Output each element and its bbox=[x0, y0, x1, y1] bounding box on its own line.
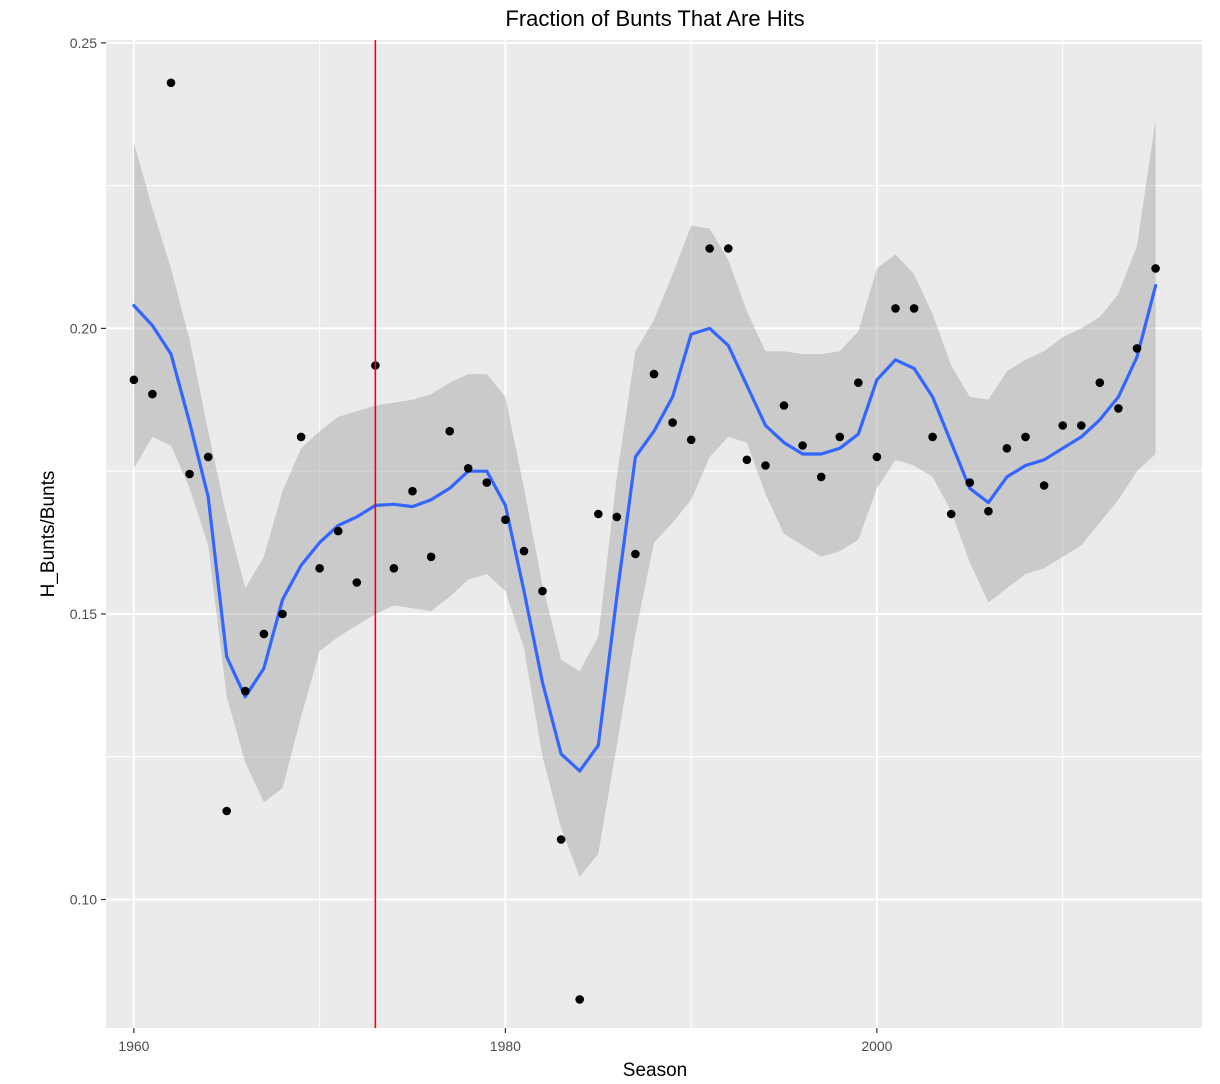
x-tick-label: 1980 bbox=[490, 1038, 521, 1054]
data-point bbox=[594, 509, 603, 519]
data-point bbox=[854, 378, 863, 388]
data-point bbox=[166, 78, 176, 88]
data-point bbox=[278, 609, 287, 619]
data-point bbox=[445, 426, 455, 436]
data-point bbox=[148, 389, 157, 399]
data-point bbox=[1077, 421, 1086, 430]
data-point bbox=[835, 432, 845, 442]
data-point bbox=[1039, 481, 1049, 490]
y-tick-label: 0.10 bbox=[70, 892, 97, 908]
confidence-band-layer bbox=[133, 120, 1156, 877]
data-point bbox=[816, 472, 826, 482]
data-point bbox=[1095, 378, 1105, 388]
data-point bbox=[296, 432, 306, 442]
data-point bbox=[1002, 444, 1012, 453]
data-point bbox=[185, 469, 194, 479]
y-tick-label: 0.15 bbox=[70, 606, 97, 622]
data-point bbox=[259, 629, 269, 639]
chart-title: Fraction of Bunts That Are Hits bbox=[505, 6, 804, 31]
data-point bbox=[203, 452, 213, 462]
x-axis-title: Season bbox=[623, 1060, 687, 1081]
grid-lines bbox=[106, 40, 1202, 1028]
data-point bbox=[779, 401, 789, 410]
data-point bbox=[408, 486, 417, 496]
data-point bbox=[984, 506, 993, 516]
y-axis-title: H_Bunts/Bunts bbox=[38, 471, 59, 598]
data-point bbox=[222, 806, 231, 816]
confidence-band bbox=[133, 120, 1156, 877]
data-point bbox=[761, 461, 770, 470]
data-point bbox=[463, 464, 473, 473]
data-point bbox=[556, 835, 566, 844]
data-point bbox=[129, 375, 139, 385]
data-point bbox=[891, 304, 900, 313]
data-point bbox=[1114, 404, 1123, 413]
smooth-line-layer bbox=[132, 284, 1158, 773]
data-point bbox=[426, 552, 436, 562]
data-point bbox=[352, 578, 362, 587]
data-point bbox=[538, 586, 547, 596]
data-point bbox=[965, 478, 975, 487]
data-point bbox=[575, 995, 584, 1004]
y-axis-ticks: 0.10 0.15 0.20 0.25 bbox=[70, 35, 106, 908]
data-point bbox=[705, 244, 714, 253]
data-point bbox=[519, 546, 529, 556]
data-point bbox=[649, 369, 659, 379]
smooth-line bbox=[132, 284, 1158, 773]
data-point bbox=[668, 418, 677, 427]
data-point bbox=[928, 432, 937, 442]
data-point bbox=[333, 526, 343, 536]
data-point bbox=[686, 435, 696, 445]
data-point bbox=[1132, 344, 1142, 353]
data-point bbox=[798, 441, 807, 450]
data-point bbox=[872, 452, 882, 462]
y-tick-label: 0.20 bbox=[70, 320, 97, 336]
points-layer bbox=[129, 78, 1160, 1004]
data-point bbox=[1021, 432, 1030, 442]
data-point bbox=[742, 455, 752, 465]
data-point bbox=[1151, 264, 1160, 273]
x-tick-label: 1960 bbox=[118, 1038, 149, 1054]
data-point bbox=[1058, 421, 1067, 430]
data-point bbox=[482, 478, 492, 487]
x-tick-label: 2000 bbox=[861, 1038, 892, 1054]
data-point bbox=[724, 244, 733, 253]
data-point bbox=[631, 549, 640, 559]
y-tick-label: 0.25 bbox=[70, 35, 97, 51]
data-point bbox=[909, 304, 919, 313]
plot-panel bbox=[106, 40, 1202, 1028]
data-point bbox=[501, 515, 510, 524]
data-point bbox=[946, 509, 956, 519]
data-point bbox=[389, 564, 399, 573]
data-point bbox=[612, 512, 622, 522]
data-point bbox=[241, 686, 250, 696]
data-point bbox=[315, 564, 324, 573]
x-axis-ticks: 1960 1980 2000 bbox=[118, 1028, 893, 1054]
